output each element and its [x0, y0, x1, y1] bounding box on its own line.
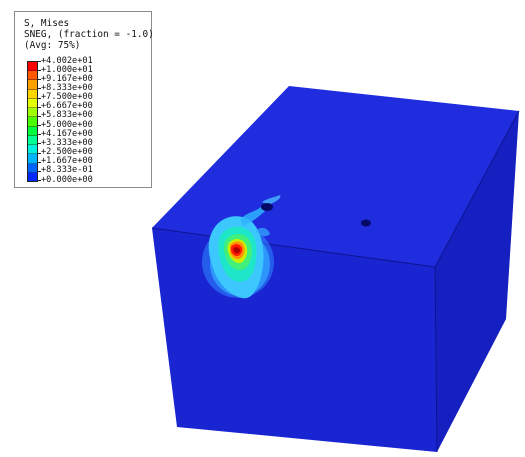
- legend-tick-mark: [38, 125, 41, 127]
- colorbar-band: [28, 98, 37, 109]
- legend-colorbar: [27, 61, 38, 182]
- legend-tick-mark: [38, 106, 41, 108]
- legend-tick-mark: [38, 161, 41, 163]
- legend-level-label: +6.667e+00: [41, 101, 93, 112]
- legend-level-label: +4.167e+00: [41, 128, 93, 139]
- legend-tick-mark: [38, 134, 41, 136]
- colorbar-band: [28, 71, 37, 81]
- legend-level-label: +5.000e+00: [41, 119, 93, 130]
- colorbar-band: [28, 145, 37, 155]
- legend-section-point: SNEG, (fraction = -1.0): [24, 29, 154, 40]
- legend-tick-mark: [38, 61, 41, 62]
- top-face-hole-left: [261, 203, 273, 211]
- legend-level-label: +2.500e+00: [41, 147, 93, 158]
- contour-legend: S, Mises SNEG, (fraction = -1.0) (Avg: 7…: [14, 11, 154, 188]
- legend-level-label: +1.000e+01: [41, 64, 93, 75]
- legend-level-label: +3.333e+00: [41, 137, 93, 148]
- legend-level-label: +8.333e+00: [41, 82, 93, 93]
- legend-level-label: +1.667e+00: [41, 156, 93, 167]
- legend-level-label: +4.002e+01: [41, 55, 93, 66]
- top-face-hole-right: [361, 219, 371, 227]
- legend-tick-mark: [38, 97, 41, 99]
- legend-tick-mark: [38, 79, 41, 81]
- legend-level-label: +9.167e+00: [41, 73, 93, 84]
- legend-averaging: (Avg: 75%): [24, 40, 81, 51]
- legend-tick-mark: [38, 143, 41, 145]
- colorbar-band: [28, 117, 37, 127]
- stress-concentration-contour: [202, 195, 281, 299]
- colorbar-band: [28, 126, 37, 136]
- colorbar-band: [28, 80, 37, 90]
- cube-right-face: [435, 111, 519, 452]
- colorbar-band: [28, 172, 37, 182]
- legend-level-label: +7.500e+00: [41, 92, 93, 103]
- legend-variable-title: S, Mises: [24, 18, 70, 29]
- legend-tick-mark: [38, 180, 41, 181]
- colorbar-band: [28, 163, 37, 173]
- legend-level-label: +5.833e+00: [41, 110, 93, 121]
- colorbar-band: [28, 108, 37, 118]
- colorbar-band: [28, 135, 37, 146]
- legend-tick-mark: [38, 88, 41, 90]
- legend-tick-mark: [38, 152, 41, 154]
- colorbar-band: [28, 154, 37, 164]
- legend-level-label: +8.333e-01: [41, 165, 93, 176]
- legend-tick-mark: [38, 170, 41, 172]
- colorbar-band: [28, 89, 37, 99]
- legend-tick-mark: [38, 70, 41, 72]
- legend-level-label: +0.000e+00: [41, 174, 93, 185]
- legend-tick-mark: [38, 115, 41, 117]
- colorbar-band: [28, 62, 37, 72]
